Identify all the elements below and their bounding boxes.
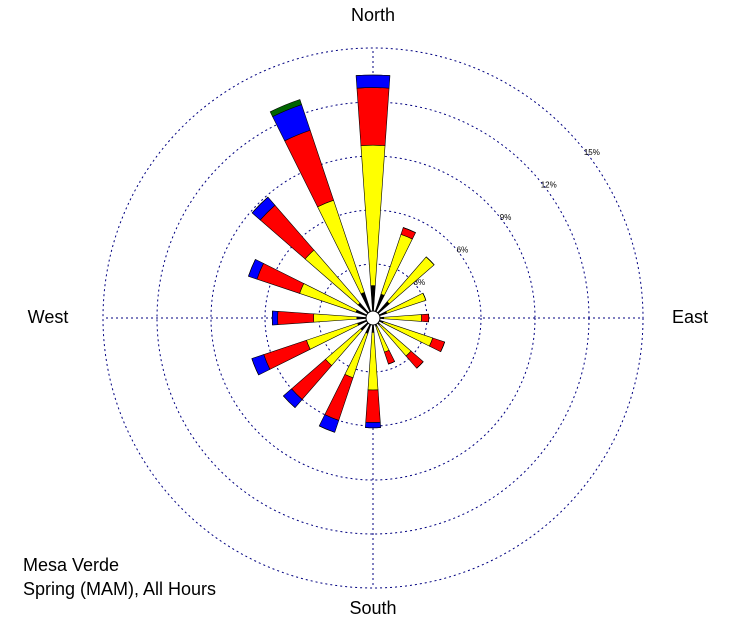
center-circle [365, 310, 381, 326]
direction-label: West [28, 307, 69, 327]
direction-label: South [349, 598, 396, 618]
wind-segment [324, 373, 354, 421]
wind-segment [251, 358, 259, 376]
annotation: Spring (MAM), All Hours [23, 579, 216, 599]
wind-segment [284, 129, 334, 208]
wind-segment [416, 361, 424, 369]
wind-segment [367, 332, 379, 391]
ring-label: 15% [584, 148, 600, 157]
direction-label: North [351, 5, 395, 25]
wind-segment [405, 350, 424, 369]
wind-segment [256, 262, 305, 294]
ring-label: 9% [500, 213, 512, 222]
wind-segment [263, 339, 311, 370]
wind-segment [313, 313, 358, 323]
direction-label: East [672, 307, 708, 327]
wind-segment [425, 256, 435, 266]
wind-segment [251, 196, 269, 214]
wind-segment [383, 314, 422, 322]
wind-segment [248, 259, 256, 277]
wind-segment [283, 395, 296, 408]
wind-segment [271, 310, 279, 326]
wind-segment [355, 74, 391, 89]
grid-ring [156, 101, 590, 535]
wind-segment [403, 227, 416, 233]
wind-segment [291, 358, 333, 400]
ring-label: 3% [414, 278, 426, 287]
ring-label: 6% [457, 246, 469, 255]
wind-segment [277, 311, 315, 325]
wind-segment [319, 425, 335, 433]
annotation: Mesa Verde [23, 555, 119, 575]
grid-ring [102, 47, 644, 589]
grid-ring [210, 155, 536, 481]
grid-ring [264, 209, 482, 427]
wind-segment [259, 204, 315, 260]
wind-segment [356, 87, 390, 146]
wind-segment [317, 199, 365, 295]
wind-segment [269, 99, 302, 118]
ring-label: 12% [541, 181, 557, 190]
wind-segment [365, 389, 381, 423]
wind-segment [365, 421, 381, 429]
wind-segment [306, 322, 359, 350]
wind-segment [422, 292, 427, 301]
wind-segment [421, 313, 430, 323]
